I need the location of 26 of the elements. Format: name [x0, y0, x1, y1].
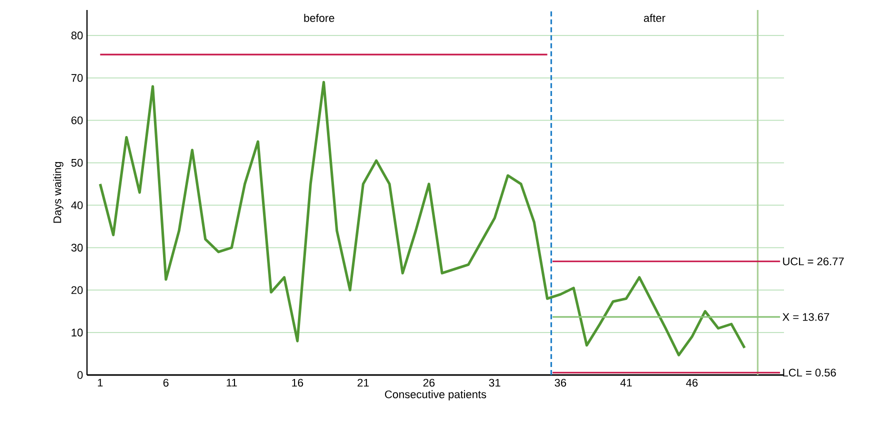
x-tick-label: 21	[358, 378, 369, 387]
y-axis-title: Days waiting	[53, 162, 64, 223]
y-tick-label: 20	[71, 286, 83, 294]
y-tick-label: 50	[71, 158, 83, 167]
y-tick-label: 60	[71, 116, 83, 124]
series-label: UCL = 26.77	[783, 257, 844, 266]
x-tick-label: 36	[554, 378, 566, 387]
x-tick-label: 31	[488, 378, 500, 387]
x-tick-label: 46	[686, 378, 698, 387]
annotation: after	[644, 14, 666, 22]
x-tick-label: 11	[226, 378, 237, 386]
x-tick-label: 41	[620, 378, 632, 386]
x-tick-label: 6	[163, 378, 168, 387]
series-label: X = 13.67	[782, 313, 830, 321]
y-tick-label: 70	[71, 74, 83, 82]
y-tick-label: 80	[71, 32, 83, 40]
series-label: LCL = 0.56	[783, 368, 836, 377]
x-tick-label: 26	[423, 378, 435, 387]
annotation: before	[304, 14, 334, 22]
x-tick-label: 1	[98, 378, 103, 386]
y-tick-label: 40	[71, 201, 83, 210]
x-axis-title: Consecutive patients	[385, 390, 486, 400]
y-tick-label: 10	[72, 328, 83, 336]
x-tick-label: 16	[292, 378, 304, 387]
y-tick-label: 0	[77, 371, 83, 379]
y-tick-label: 30	[71, 244, 83, 252]
